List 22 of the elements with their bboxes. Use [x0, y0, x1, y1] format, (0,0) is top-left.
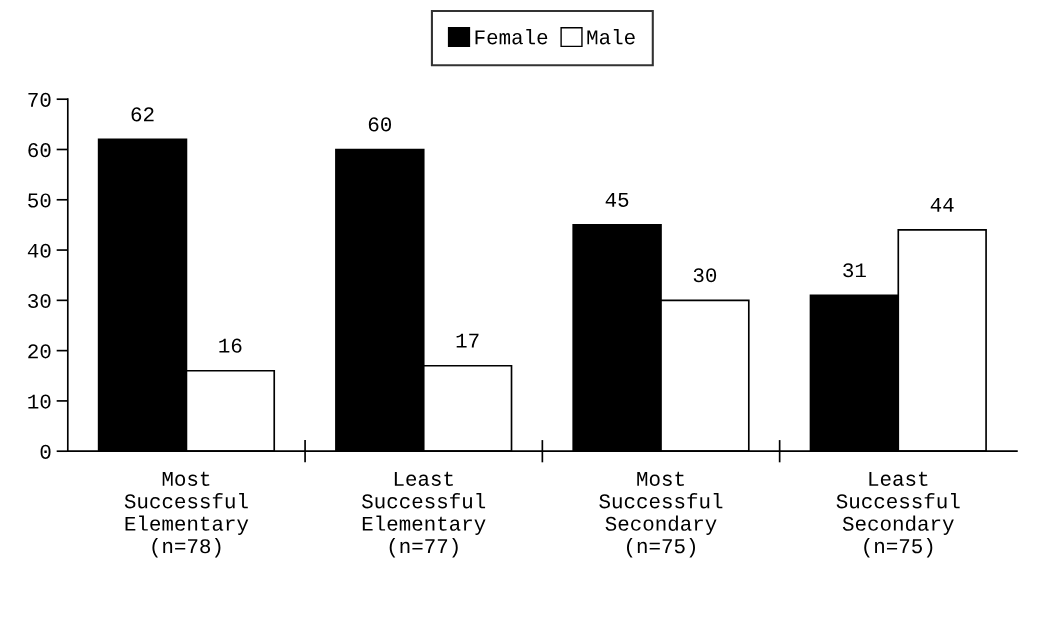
data-label: 45 — [605, 192, 629, 207]
y-tick-label: 0 — [40, 444, 51, 459]
y-tick-label: 70 — [28, 92, 51, 107]
data-label: 62 — [131, 107, 154, 122]
data-label: 31 — [843, 263, 866, 278]
y-tick-label: 60 — [28, 143, 51, 158]
x-tick-label: Most Successful Elementary (n=78) — [124, 471, 249, 558]
data-label: 16 — [219, 338, 242, 353]
y-tick-label: 30 — [28, 293, 51, 309]
x-tick-label: Most Successful Secondary (n=75) — [599, 471, 723, 558]
data-label: 44 — [930, 198, 954, 212]
x-tick-label: Least Successful Elementary (n=77) — [362, 471, 486, 558]
legend-label: Male — [587, 29, 635, 45]
y-tick-label: 40 — [27, 243, 51, 258]
legend-label: Female — [475, 29, 548, 45]
y-tick-label: 50 — [28, 193, 51, 208]
data-label: 17 — [456, 333, 479, 348]
y-tick-label: 20 — [28, 344, 51, 359]
y-tick-label: 10 — [28, 394, 51, 409]
x-tick-label: Least Successful Secondary (n=75) — [836, 471, 960, 558]
data-label: 30 — [693, 268, 717, 283]
data-label: 60 — [368, 117, 392, 132]
